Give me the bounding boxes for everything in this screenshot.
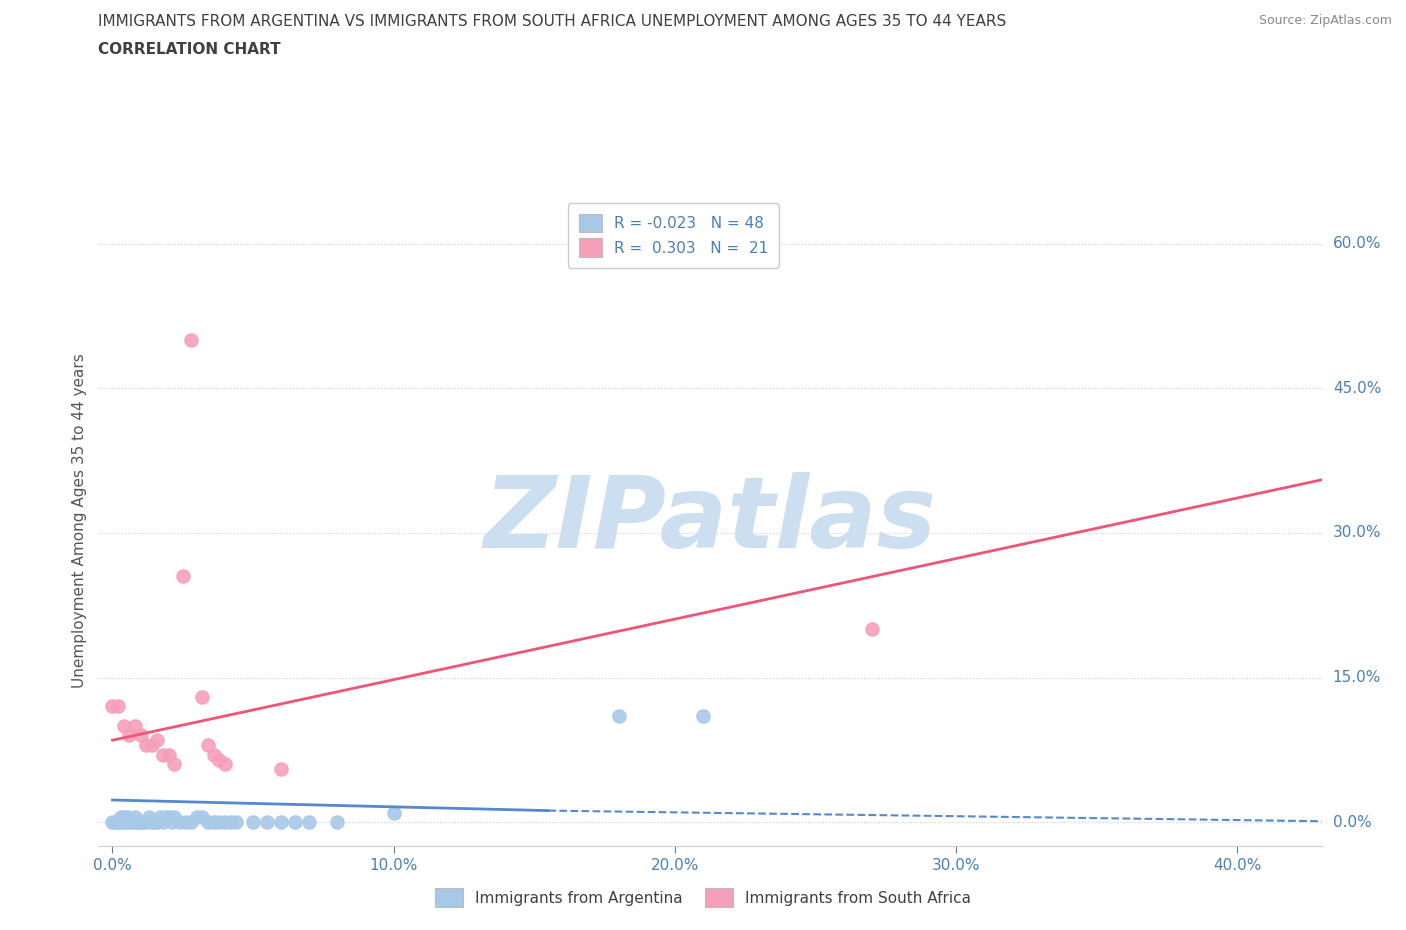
Point xyxy=(107,699,129,714)
Point xyxy=(382,805,405,820)
Point xyxy=(110,810,132,825)
Point xyxy=(180,815,202,830)
Point xyxy=(214,815,236,830)
Point xyxy=(298,815,321,830)
Text: IMMIGRANTS FROM ARGENTINA VS IMMIGRANTS FROM SOUTH AFRICA UNEMPLOYMENT AMONG AGE: IMMIGRANTS FROM ARGENTINA VS IMMIGRANTS … xyxy=(98,14,1007,29)
Point xyxy=(146,815,169,830)
Point xyxy=(208,752,231,767)
Point xyxy=(124,718,146,733)
Point xyxy=(607,709,630,724)
Point xyxy=(172,569,194,584)
Point xyxy=(118,728,141,743)
Point xyxy=(129,728,152,743)
Point xyxy=(115,810,138,825)
Point xyxy=(127,815,149,830)
Point xyxy=(132,815,155,830)
Point xyxy=(129,815,152,830)
Point xyxy=(112,815,135,830)
Point xyxy=(143,815,166,830)
Point xyxy=(163,757,186,772)
Text: 45.0%: 45.0% xyxy=(1333,380,1381,395)
Point xyxy=(124,810,146,825)
Point xyxy=(186,810,208,825)
Point xyxy=(138,810,160,825)
Point xyxy=(101,699,124,714)
Point xyxy=(270,762,292,777)
Point xyxy=(152,815,174,830)
Point xyxy=(146,733,169,748)
Point xyxy=(242,815,264,830)
Point xyxy=(180,333,202,348)
Text: 60.0%: 60.0% xyxy=(1333,236,1381,251)
Point xyxy=(214,757,236,772)
Point xyxy=(149,810,172,825)
Legend: Immigrants from Argentina, Immigrants from South Africa: Immigrants from Argentina, Immigrants fr… xyxy=(429,883,977,913)
Point xyxy=(219,815,242,830)
Point xyxy=(157,810,180,825)
Point xyxy=(163,810,186,825)
Point xyxy=(112,810,135,825)
Point xyxy=(135,737,157,752)
Point xyxy=(225,815,247,830)
Point xyxy=(692,709,714,724)
Point xyxy=(124,815,146,830)
Point xyxy=(112,718,135,733)
Point xyxy=(174,815,197,830)
Point xyxy=(104,815,127,830)
Point xyxy=(284,815,307,830)
Text: 15.0%: 15.0% xyxy=(1333,670,1381,685)
Point xyxy=(208,815,231,830)
Legend: R = -0.023   N = 48, R =  0.303   N =  21: R = -0.023 N = 48, R = 0.303 N = 21 xyxy=(568,203,779,268)
Point xyxy=(107,815,129,830)
Point xyxy=(860,622,883,637)
Point xyxy=(141,815,163,830)
Text: 30.0%: 30.0% xyxy=(1333,525,1381,540)
Point xyxy=(115,815,138,830)
Point xyxy=(157,747,180,762)
Point xyxy=(256,815,278,830)
Point xyxy=(197,737,219,752)
Point xyxy=(197,815,219,830)
Point xyxy=(160,815,183,830)
Point xyxy=(191,689,214,704)
Point xyxy=(155,810,177,825)
Point xyxy=(118,815,141,830)
Text: Source: ZipAtlas.com: Source: ZipAtlas.com xyxy=(1258,14,1392,27)
Point xyxy=(202,747,225,762)
Text: CORRELATION CHART: CORRELATION CHART xyxy=(98,42,281,57)
Point xyxy=(152,747,174,762)
Y-axis label: Unemployment Among Ages 35 to 44 years: Unemployment Among Ages 35 to 44 years xyxy=(72,353,87,688)
Text: 0.0%: 0.0% xyxy=(1333,815,1371,830)
Point xyxy=(202,815,225,830)
Point xyxy=(135,815,157,830)
Point xyxy=(101,815,124,830)
Point xyxy=(110,815,132,830)
Point xyxy=(191,810,214,825)
Text: ZIPatlas: ZIPatlas xyxy=(484,472,936,569)
Point xyxy=(169,815,191,830)
Point xyxy=(121,815,143,830)
Point xyxy=(141,737,163,752)
Point xyxy=(270,815,292,830)
Point xyxy=(326,815,349,830)
Point xyxy=(107,815,129,830)
